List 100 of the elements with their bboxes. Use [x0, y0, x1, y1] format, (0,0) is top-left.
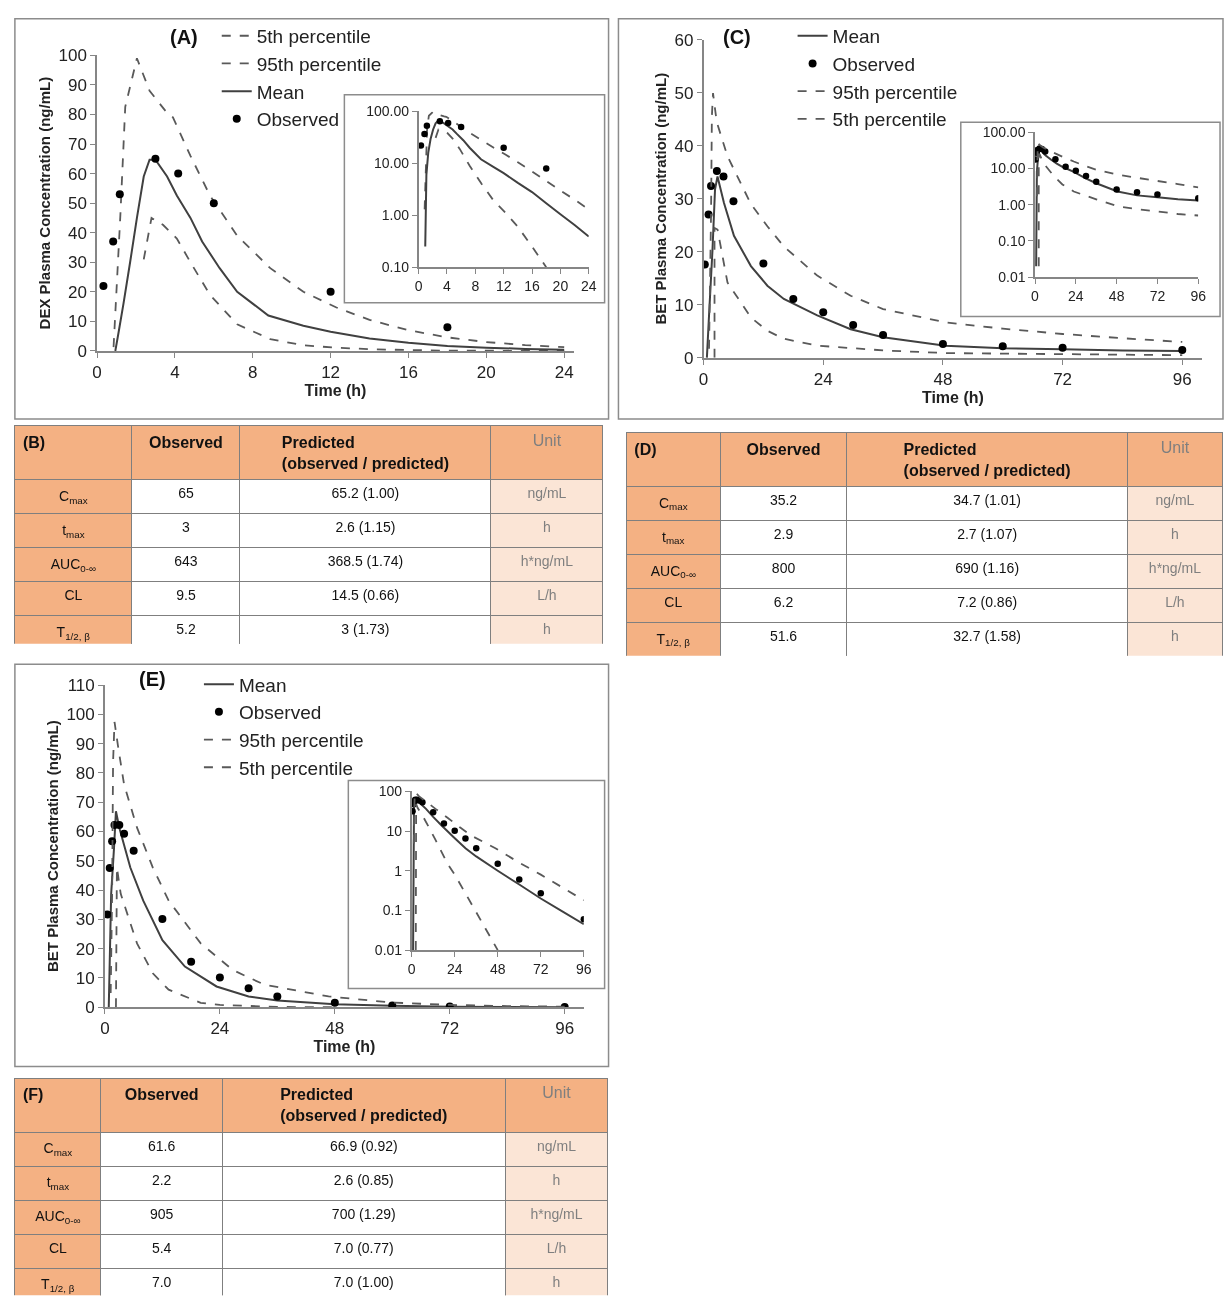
category-label: Predicted (observed / predicted) — [280, 1086, 448, 1125]
y-tick-label: 0.01 — [998, 268, 1026, 285]
y-tick-label: 10 — [674, 295, 694, 315]
x-tick-label: 96 — [555, 1019, 575, 1039]
text: h — [542, 519, 551, 536]
text: 368.5 (1.74) — [327, 553, 404, 570]
x-tick-label: 0 — [698, 370, 709, 389]
annotation: (C) — [723, 26, 751, 48]
text: 6.2 — [773, 594, 794, 611]
category-label: Observed — [746, 440, 821, 458]
x-tick-label: 72 — [1149, 287, 1166, 304]
text: (B) — [22, 433, 46, 451]
category-label: Unit — [532, 431, 562, 449]
text: 35.2 — [769, 492, 798, 509]
legend-label: 95th percentile — [256, 53, 382, 75]
legend-label: Mean — [832, 26, 881, 48]
text: 2.7 (1.07) — [957, 526, 1018, 543]
x-axis-title: Time (h) — [921, 389, 984, 406]
x-tick-label: 24 — [813, 370, 833, 389]
category-label: C$_{max}$ — [59, 487, 88, 506]
y-axis-title: DEX Plasma Concentration (ng/mL) — [36, 76, 54, 330]
category-label: AUC$_{0-∞}$ — [650, 562, 696, 581]
y-tick-label: 40 — [67, 223, 87, 243]
category-label: T$_{1/2, β}$ — [56, 623, 90, 642]
category-label: T$_{1/2, β}$ — [656, 630, 690, 649]
legend-label: 5th percentile — [238, 757, 354, 779]
text: 2.2 — [151, 1171, 172, 1188]
x-tick-label: 48 — [1108, 287, 1125, 304]
category-label: Predicted (observed / predicted) — [903, 440, 1071, 479]
y-tick-label: 0 — [77, 341, 87, 361]
x-tick-label: 0 — [100, 1019, 110, 1039]
text: h — [1171, 526, 1179, 543]
category-label: t$_{max}$ — [46, 1174, 70, 1192]
x-tick-label: 48 — [933, 370, 953, 389]
legend-label: 5th percentile — [256, 26, 371, 48]
y-tick-label: 0.10 — [998, 232, 1026, 249]
y-tick-label: 1.00 — [998, 196, 1026, 213]
x-tick-label: 96 — [576, 960, 592, 977]
y-tick-label: 1.00 — [381, 207, 410, 224]
text: 643 — [174, 553, 198, 570]
y-tick-label: 70 — [75, 793, 95, 813]
category-label: Predicted (observed / predicted) — [281, 433, 449, 472]
text: 7.0 — [151, 1273, 172, 1290]
category-label: Observed — [124, 1086, 199, 1104]
y-tick-label: 90 — [67, 75, 87, 95]
text: 2.6 (0.85) — [333, 1171, 394, 1188]
x-tick-label: 72 — [532, 960, 549, 977]
legend-label: Observed — [238, 702, 322, 724]
y-tick-label: 10.00 — [990, 160, 1026, 177]
text: 700 (1.29) — [331, 1205, 396, 1222]
x-tick-label: 4 — [443, 277, 452, 294]
x-tick-label: 0 — [1031, 287, 1040, 304]
x-tick-label: 96 — [1172, 370, 1192, 389]
x-tick-label: 48 — [325, 1019, 345, 1039]
text: L/h — [1165, 594, 1185, 611]
x-tick-label: 48 — [489, 960, 506, 977]
x-tick-label: 24 — [446, 960, 463, 977]
x-axis-title: Time (h) — [313, 1038, 376, 1056]
text: 34.7 (1.01) — [953, 492, 1021, 509]
legend-label: Observed — [832, 53, 915, 75]
category-label: CL — [664, 594, 683, 611]
text: 51.6 — [769, 628, 798, 645]
text: (A) — [170, 26, 198, 48]
legend-label: 5th percentile — [832, 109, 947, 131]
text: h — [1171, 628, 1179, 645]
y-tick-label: 0 — [683, 348, 694, 368]
legend-label: 95th percentile — [238, 729, 364, 751]
y-tick-label: 50 — [674, 83, 694, 103]
text: 2.6 (1.15) — [335, 519, 396, 536]
y-tick-label: 110 — [67, 675, 95, 695]
x-tick-label: 20 — [552, 277, 569, 294]
y-tick-label: 0.01 — [374, 942, 403, 959]
x-tick-label: 12 — [495, 277, 512, 294]
legend-label: Mean — [256, 81, 305, 103]
category-label: Observed — [149, 433, 223, 451]
text: h*ng/mL — [520, 553, 573, 570]
y-tick-label: 10 — [386, 823, 403, 840]
y-tick-label: 40 — [75, 881, 95, 901]
text: 61.6 — [148, 1137, 176, 1154]
text: 5.2 — [176, 621, 196, 638]
y-tick-label: 100 — [58, 46, 87, 66]
x-tick-label: 24 — [210, 1019, 230, 1039]
x-tick-label: 12 — [321, 363, 341, 383]
x-tick-label: 8 — [471, 277, 480, 294]
annotation: (E) — [139, 668, 166, 690]
text: 5.4 — [151, 1239, 172, 1256]
category-label: Unit — [542, 1084, 572, 1102]
text: 7.2 (0.86) — [957, 594, 1018, 611]
text: 905 — [149, 1205, 174, 1222]
x-tick-label: 16 — [399, 363, 418, 383]
text: 14.5 (0.66) — [331, 587, 400, 604]
text: ng/mL — [1155, 492, 1195, 509]
y-tick-label: 10.00 — [373, 155, 410, 172]
text: ng/mL — [527, 485, 567, 502]
text: 65.2 (1.00) — [331, 485, 400, 502]
y-tick-label: 80 — [67, 105, 87, 125]
text: 2.9 — [773, 526, 794, 543]
y-tick-label: 40 — [674, 136, 694, 156]
text: h — [552, 1171, 561, 1188]
category-label: t$_{max}$ — [662, 528, 685, 547]
